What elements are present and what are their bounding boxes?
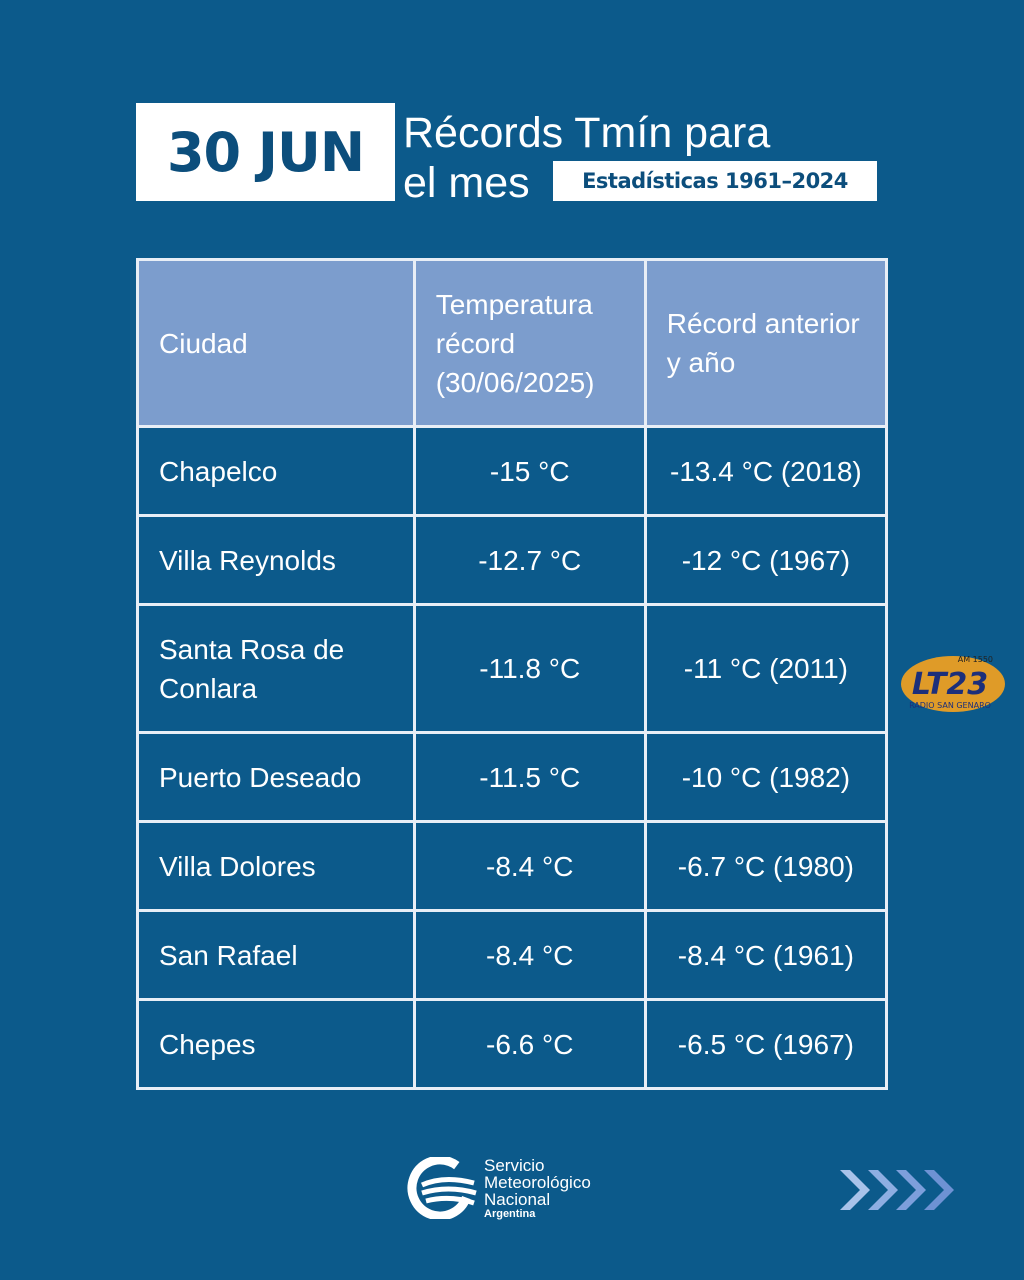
column-header: Temperatura récord (30/06/2025)	[412, 258, 647, 428]
watermark: AM 1550 LT23 RADIO SAN GENARO	[901, 655, 1005, 712]
watermark-name: LT23	[912, 667, 988, 702]
date-badge: 30 JUN	[136, 103, 395, 201]
table-row: Chapelco -15 °C -13.4 °C (2018)	[136, 425, 889, 517]
value-cell: -8.4 °C	[412, 820, 647, 912]
table-row: Villa Reynolds -12.7 °C -12 °C (1967)	[136, 514, 889, 606]
value-cell: -12 °C (1967)	[643, 514, 889, 606]
title: Récords Tmín para	[403, 109, 771, 157]
value-cell: -6.7 °C (1980)	[643, 820, 889, 912]
value-cell: -12.7 °C	[412, 514, 647, 606]
city-cell: Puerto Deseado	[136, 731, 416, 823]
table-row: Puerto Deseado -11.5 °C -10 °C (1982)	[136, 731, 889, 823]
value-cell: -11 °C (2011)	[643, 603, 889, 734]
city-cell: Santa Rosa de Conlara	[136, 603, 416, 734]
value-cell: -11.8 °C	[412, 603, 647, 734]
subtitle: Estadísticas 1961–2024	[553, 161, 877, 201]
value-cell: -13.4 °C (2018)	[643, 425, 889, 517]
city-cell: Chapelco	[136, 425, 416, 517]
table-row: Chepes -6.6 °C -6.5 °C (1967)	[136, 998, 889, 1090]
table-body: Chapelco -15 °C -13.4 °C (2018) Villa Reyno…	[136, 425, 889, 1090]
table-row: Villa Dolores -8.4 °C -6.7 °C (1980)	[136, 820, 889, 912]
column-header: Ciudad	[136, 258, 416, 428]
watermark-station: RADIO SAN GENARO	[909, 701, 991, 710]
value-cell: -10 °C (1982)	[643, 731, 889, 823]
logo-country: Argentina	[484, 1208, 536, 1220]
records-table: Ciudad Temperatura récord (30/06/2025) R…	[136, 258, 889, 1090]
value-cell: -6.6 °C	[412, 998, 647, 1090]
table-row: Santa Rosa de Conlara -11.8 °C -11 °C (201…	[136, 603, 889, 734]
value-cell: -15 °C	[412, 425, 647, 517]
watermark-band: AM 1550	[958, 655, 993, 664]
value-cell: -6.5 °C (1967)	[643, 998, 889, 1090]
table-row: San Rafael -8.4 °C -8.4 °C (1961)	[136, 909, 889, 1001]
column-header: Récord anterior y año	[643, 258, 889, 428]
header-row: Ciudad Temperatura récord (30/06/2025) R…	[136, 258, 889, 428]
city-cell: San Rafael	[136, 909, 416, 1001]
city-cell: Villa Reynolds	[136, 514, 416, 606]
value-cell: -11.5 °C	[412, 731, 647, 823]
city-cell: Villa Dolores	[136, 820, 416, 912]
city-cell: Chepes	[136, 998, 416, 1090]
logo-line: Nacional	[484, 1190, 551, 1209]
next-arrows	[840, 1170, 954, 1210]
value-cell: -8.4 °C	[412, 909, 647, 1001]
smn-logo-text: Servicio Meteorológico Nacional Argentin…	[484, 1157, 591, 1221]
value-cell: -8.4 °C (1961)	[643, 909, 889, 1001]
logo-line: Meteorológico	[484, 1173, 591, 1192]
logo-line: Servicio	[484, 1156, 545, 1175]
smn-logo-icon	[407, 1157, 477, 1219]
title: el mes	[403, 159, 530, 207]
